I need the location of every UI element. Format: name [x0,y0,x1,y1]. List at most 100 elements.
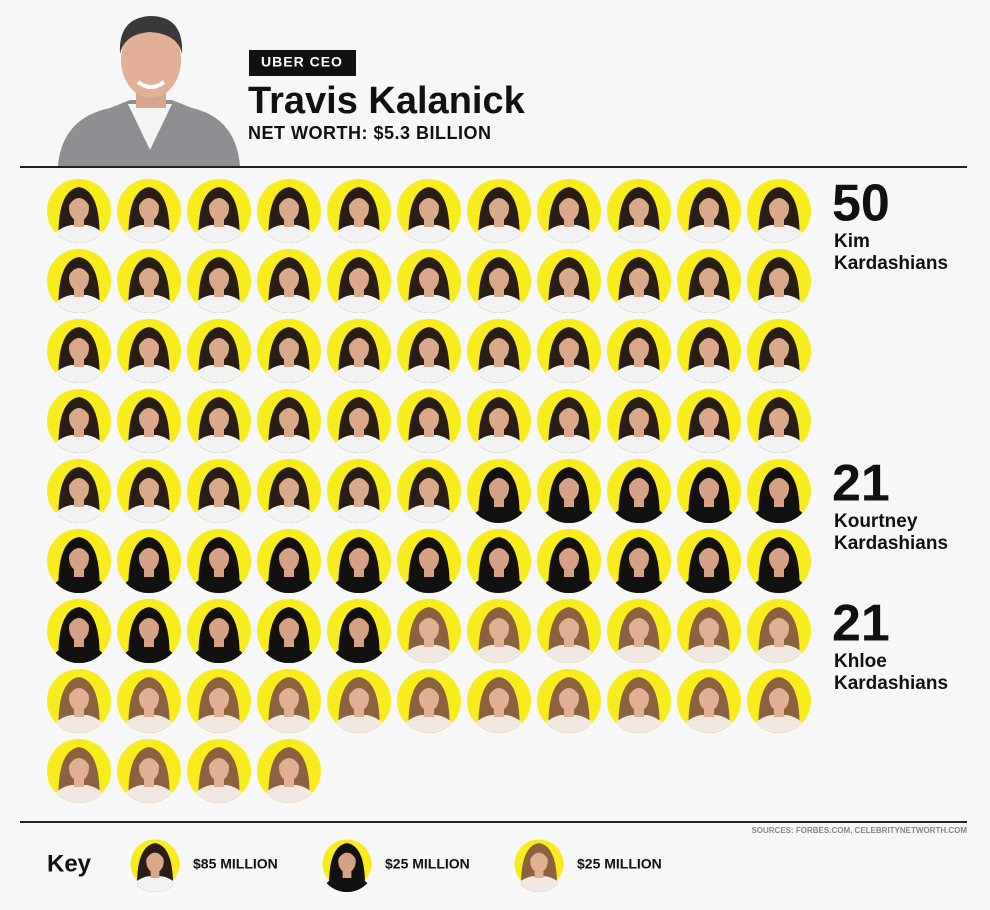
key-art [511,843,567,892]
face [629,475,649,501]
neck [704,427,714,437]
icon [187,249,251,313]
icon [607,249,671,313]
shoulders [327,365,391,383]
shoulders [47,225,111,243]
shoulders [607,365,671,383]
icon-art [257,607,321,663]
face [349,545,369,571]
neck [354,497,364,507]
key-label: $85 MILLION [193,856,278,872]
shoulders [677,295,741,313]
neck [564,707,574,717]
icon-art [747,257,811,313]
shoulders [47,785,111,803]
face [699,195,719,221]
face [489,545,509,571]
face [279,405,299,431]
hair-top [348,403,370,417]
shoulders [257,785,321,803]
hair-top [138,543,160,557]
hair-top [348,543,370,557]
icon-art [677,327,741,383]
icon-art [537,397,601,453]
icon [47,389,111,453]
neck [634,707,644,717]
icon-art [327,537,391,593]
key-icon [511,839,567,892]
icon [257,599,321,663]
face [139,755,159,781]
icon [537,319,601,383]
icon [257,529,321,593]
icon-art [537,467,601,523]
face [349,615,369,641]
neck [704,637,714,647]
hair-top [558,613,580,627]
icon [47,599,111,663]
hair-top [698,193,720,207]
icon [747,389,811,453]
icon-art [397,537,461,593]
shoulders [327,575,391,593]
icon-art [677,537,741,593]
shoulders [327,715,391,733]
shoulders [467,715,531,733]
icon [677,389,741,453]
neck [704,707,714,717]
face [279,685,299,711]
face [279,615,299,641]
face [69,545,89,571]
icon [187,179,251,243]
icon-art [117,187,181,243]
icon-art [747,537,811,593]
series-name: Khloe Kardashians [834,651,948,694]
hair-top [488,473,510,487]
face [629,195,649,221]
neck [284,637,294,647]
face [209,265,229,291]
icon [467,599,531,663]
neck [634,637,644,647]
face [489,265,509,291]
icon-art [467,187,531,243]
neck [144,217,154,227]
icon-art [537,257,601,313]
icon-art [607,607,671,663]
icon-art [397,187,461,243]
neck [494,707,504,717]
shoulders [397,365,461,383]
neck [564,567,574,577]
icon [607,669,671,733]
face [769,265,789,291]
face [139,615,159,641]
hair-top [68,543,90,557]
hair-top [418,543,440,557]
key-label: $25 MILLION [385,856,470,872]
face [69,755,89,781]
neck [74,567,84,577]
icon [677,179,741,243]
icon [187,529,251,593]
face [139,545,159,571]
shoulders [747,645,811,663]
hair-top [208,403,230,417]
shoulders [47,365,111,383]
icon [397,179,461,243]
neck [354,217,364,227]
icon-art [117,677,181,733]
icon-art [607,677,671,733]
icon-art [747,397,811,453]
hair-top [418,683,440,697]
face [209,615,229,641]
hair-top [768,333,790,347]
icon [257,319,321,383]
icon [747,319,811,383]
shoulders [677,365,741,383]
hair-top [278,753,300,767]
neck [144,427,154,437]
shoulders [47,715,111,733]
shoulders [117,715,181,733]
face [139,685,159,711]
